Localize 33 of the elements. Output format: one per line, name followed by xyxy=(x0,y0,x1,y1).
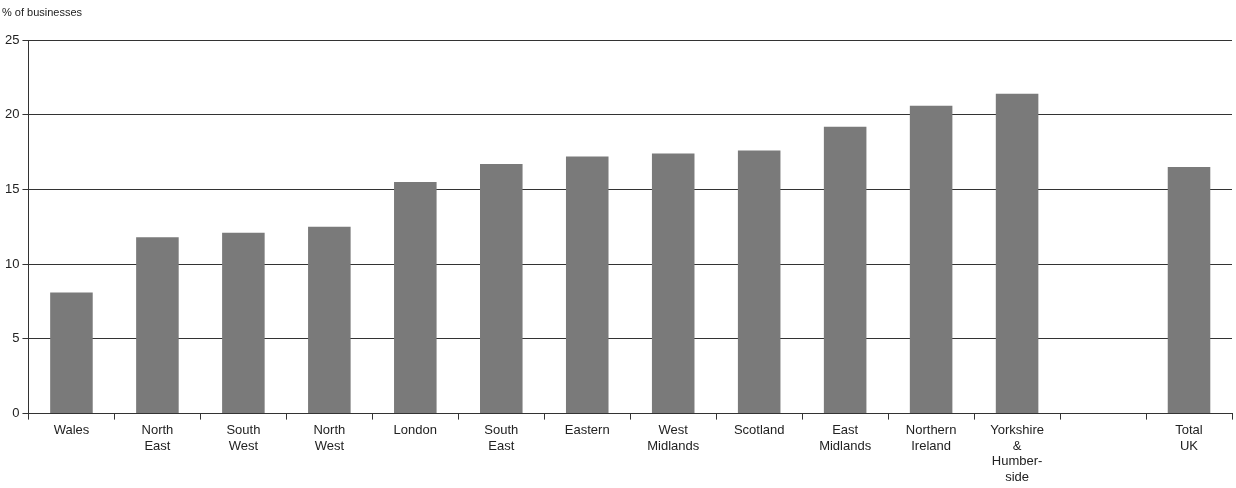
bar xyxy=(737,150,781,414)
y-tick-label: 10 xyxy=(4,255,20,271)
bar xyxy=(651,153,695,414)
bar xyxy=(823,126,867,414)
bar xyxy=(50,292,93,414)
x-tick-label: Yorkshire & Humber- side xyxy=(990,421,1044,484)
x-tick-label: North West xyxy=(313,421,346,453)
y-tick-label: 5 xyxy=(12,330,20,346)
x-tick-label: London xyxy=(393,421,438,437)
y-tick-label: 0 xyxy=(12,405,20,421)
y-axis-title: % of businesses xyxy=(2,5,83,18)
bar xyxy=(394,181,437,414)
bar xyxy=(308,226,351,414)
x-tick-label: West Midlands xyxy=(647,421,700,453)
x-tick-label: Total UK xyxy=(1175,421,1203,453)
x-tick-label: Eastern xyxy=(564,421,610,437)
x-tick-label: South East xyxy=(484,421,519,453)
bar xyxy=(480,164,523,414)
bar xyxy=(995,93,1039,414)
x-tick-label: Northern Ireland xyxy=(905,421,957,453)
y-tick-label: 20 xyxy=(4,106,20,122)
bar xyxy=(136,237,179,414)
bar xyxy=(222,232,265,414)
x-tick-label: Scotland xyxy=(733,421,785,437)
y-tick-label: 15 xyxy=(4,181,20,197)
bar xyxy=(1167,167,1211,414)
y-tick-label: 25 xyxy=(4,31,20,47)
x-tick-label: East Midlands xyxy=(819,421,872,453)
bar xyxy=(565,156,609,414)
x-tick-label: Wales xyxy=(53,421,90,437)
x-tick-label: North East xyxy=(141,421,174,453)
x-tick-label: South West xyxy=(226,421,261,453)
bar xyxy=(909,105,953,414)
